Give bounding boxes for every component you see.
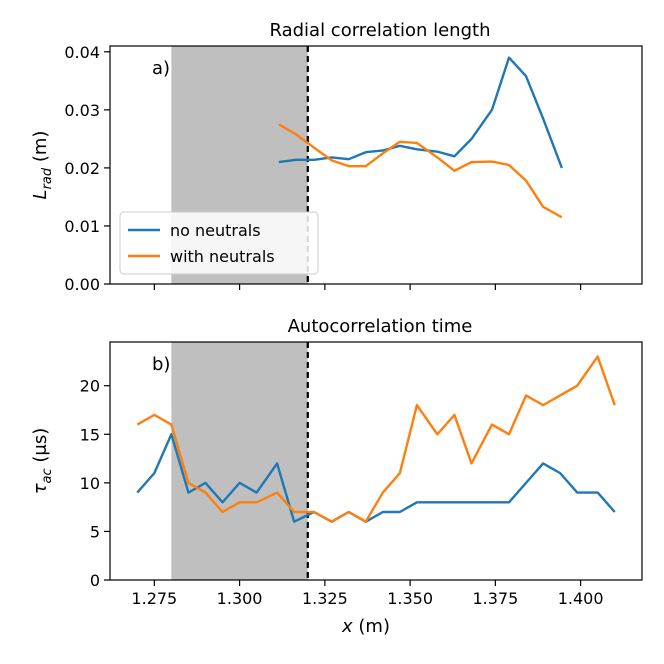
y-tick-label: 0 bbox=[90, 571, 100, 590]
series-line-with-neutrals bbox=[136, 355, 616, 523]
panel-label: b) bbox=[152, 354, 170, 375]
y-tick-label: 15 bbox=[80, 425, 100, 444]
y-axis-title-subscript: rad bbox=[40, 167, 55, 189]
panel-a: 0.00 0.01 0.02 0.03 0.04 Radial correlation l… bbox=[30, 20, 643, 294]
y-axis-title: Lrad (m) bbox=[30, 131, 55, 200]
y-tick-label: 0.00 bbox=[64, 275, 100, 294]
panel-title: Autocorrelation time bbox=[288, 316, 473, 337]
x-tick-label: 1.325 bbox=[302, 589, 348, 608]
y-axis-title: τac (μs) bbox=[30, 428, 55, 495]
y-axis-title-symbol: L bbox=[30, 189, 51, 199]
legend-label: with neutrals bbox=[170, 247, 275, 266]
panel-title: Radial correlation length bbox=[269, 20, 490, 41]
y-tick-label: 0.04 bbox=[64, 43, 100, 62]
shaded-region bbox=[171, 342, 308, 580]
x-tick-label: 1.275 bbox=[131, 589, 177, 608]
panel-label: a) bbox=[152, 58, 170, 79]
x-axis-title-unit: (m) bbox=[353, 616, 390, 637]
legend: no neutrals with neutrals bbox=[119, 211, 319, 275]
x-axis-title-group: x (m) bbox=[341, 616, 390, 637]
legend-box bbox=[119, 211, 319, 275]
y-axis-title-symbol: τ bbox=[30, 483, 51, 494]
legend-label: no neutrals bbox=[170, 221, 261, 240]
series-line-with-neutrals bbox=[278, 123, 563, 219]
y-tick-label: 20 bbox=[80, 377, 100, 396]
x-axis-title-symbol: x bbox=[341, 616, 353, 637]
x-tick-label: 1.350 bbox=[387, 589, 433, 608]
axes-frame bbox=[109, 341, 643, 581]
panel-b: 0 5 10 15 20 1.275 1.300 1.325 1.350 1.375 1.400 Au… bbox=[30, 316, 643, 608]
y-tick-label: 0.02 bbox=[64, 159, 100, 178]
x-tick-label: 1.300 bbox=[217, 589, 263, 608]
x-tick-label: 1.375 bbox=[472, 589, 518, 608]
y-axis-title-subscript: ac bbox=[40, 468, 55, 483]
x-tick-label: 1.400 bbox=[558, 589, 604, 608]
y-tick-label: 10 bbox=[80, 474, 100, 493]
y-tick-label: 0.03 bbox=[64, 101, 100, 120]
axes-frame bbox=[109, 45, 643, 285]
y-axis-title-unit: (μs) bbox=[30, 428, 51, 469]
y-tick-label: 0.01 bbox=[64, 217, 100, 236]
series-line-no-neutrals bbox=[136, 433, 616, 523]
series-line-no-neutrals bbox=[278, 56, 563, 169]
x-axis-title: x (m) bbox=[341, 616, 390, 637]
y-axis-title-unit: (m) bbox=[30, 131, 51, 168]
y-tick-label: 5 bbox=[90, 522, 100, 541]
